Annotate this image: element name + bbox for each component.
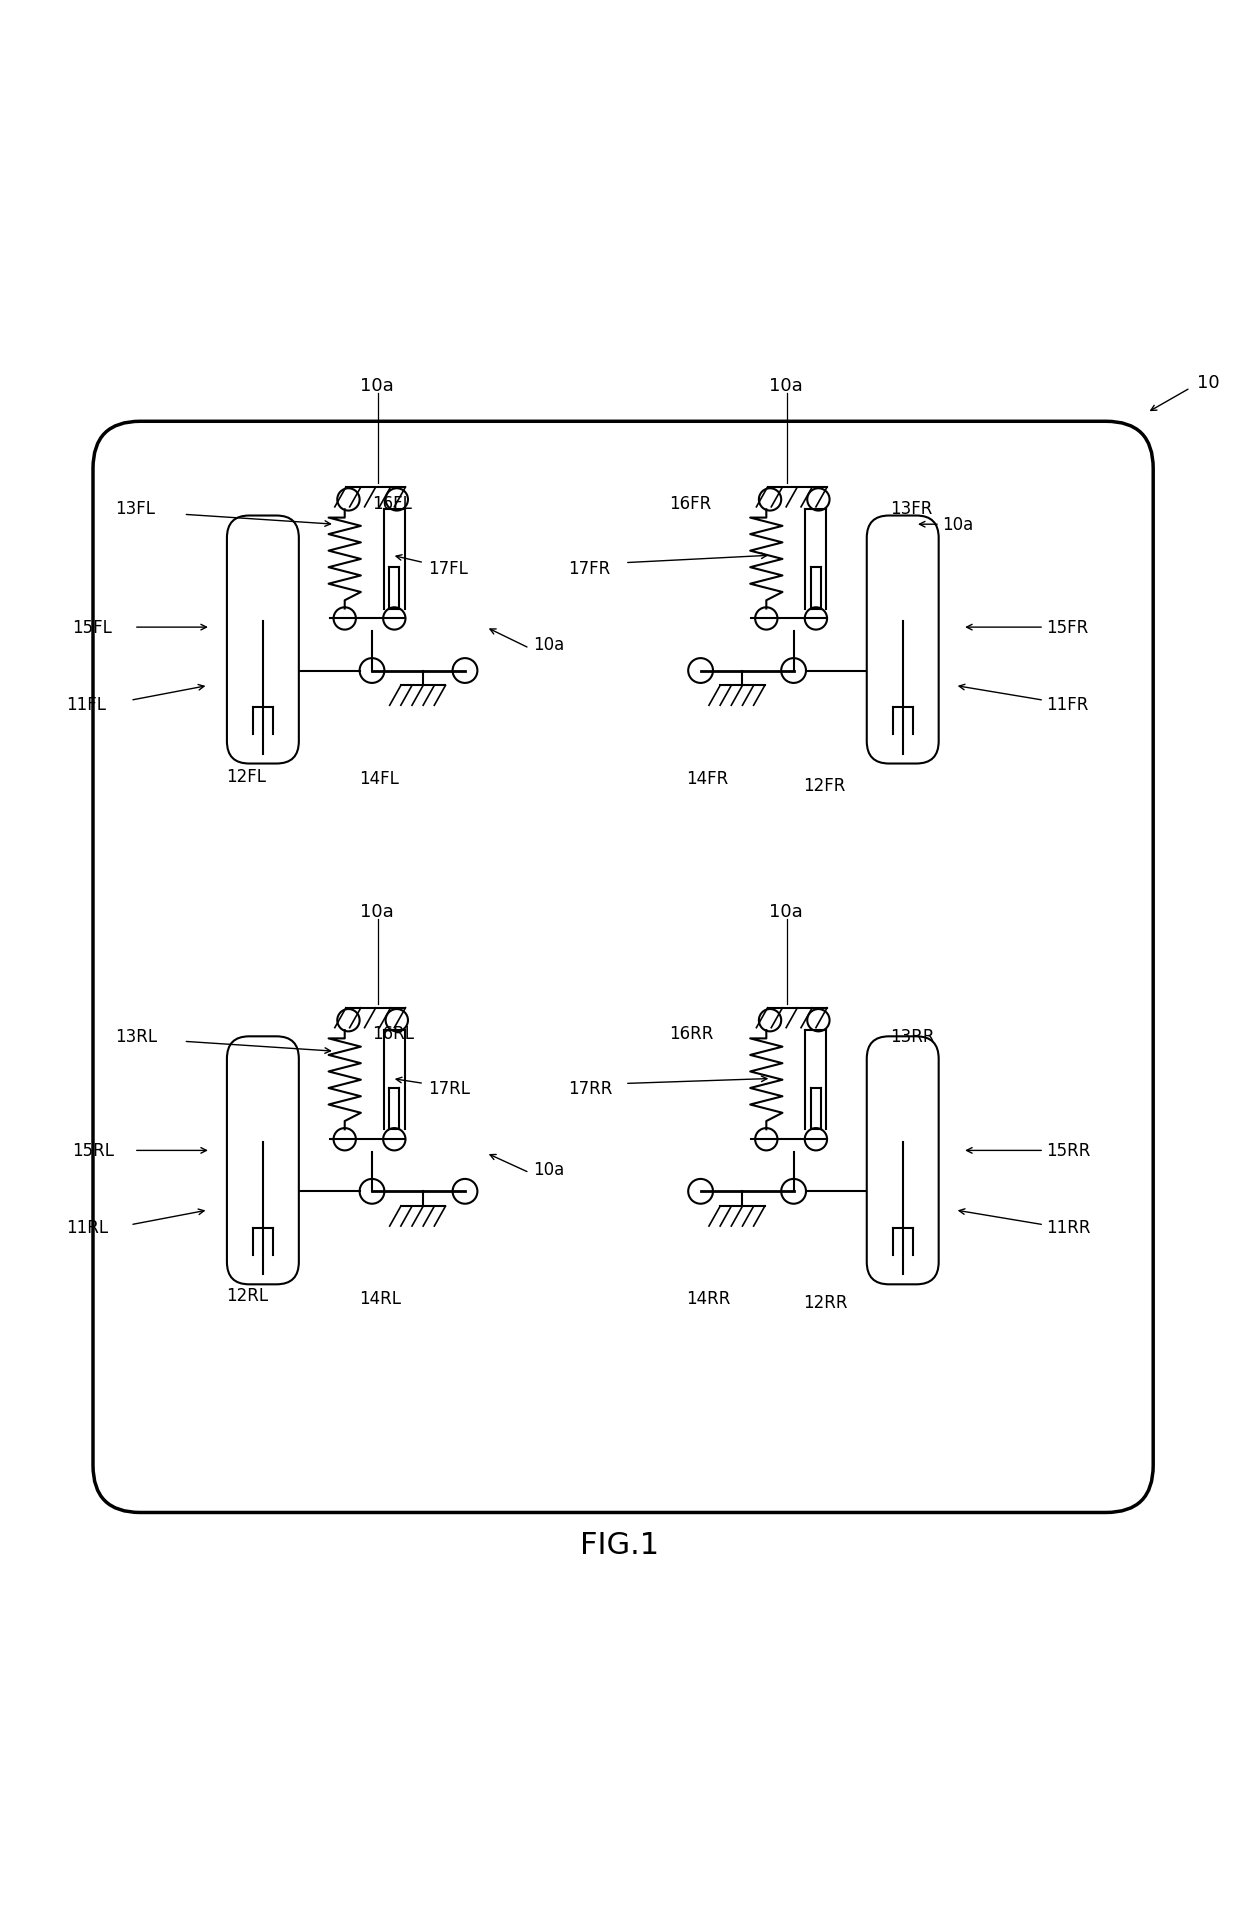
Text: 13RL: 13RL bbox=[115, 1029, 157, 1046]
Text: 14FR: 14FR bbox=[686, 770, 728, 789]
Text: 17FL: 17FL bbox=[428, 560, 467, 577]
Text: 15RR: 15RR bbox=[1047, 1141, 1091, 1160]
Text: FIG.1: FIG.1 bbox=[580, 1530, 660, 1560]
Text: 10a: 10a bbox=[942, 516, 973, 533]
Text: 11RR: 11RR bbox=[1047, 1219, 1091, 1236]
Text: 16RR: 16RR bbox=[670, 1025, 714, 1042]
Text: 15FR: 15FR bbox=[1047, 619, 1089, 636]
Text: 10a: 10a bbox=[769, 377, 802, 394]
Text: 11FR: 11FR bbox=[1047, 695, 1089, 714]
Text: 16FL: 16FL bbox=[372, 495, 412, 512]
Text: 14FL: 14FL bbox=[360, 770, 399, 789]
Text: 12FR: 12FR bbox=[804, 775, 846, 794]
Text: 17FR: 17FR bbox=[568, 560, 610, 577]
Text: 14RR: 14RR bbox=[686, 1290, 730, 1307]
Text: 15FL: 15FL bbox=[72, 619, 112, 636]
Text: 10a: 10a bbox=[533, 1160, 564, 1179]
Text: 12FL: 12FL bbox=[226, 768, 265, 785]
Text: 17RL: 17RL bbox=[428, 1080, 470, 1097]
Text: 10a: 10a bbox=[769, 903, 802, 920]
Text: 10: 10 bbox=[1197, 373, 1219, 391]
Text: 12RL: 12RL bbox=[226, 1286, 268, 1305]
Text: 14RL: 14RL bbox=[360, 1290, 402, 1307]
Text: 12RR: 12RR bbox=[804, 1293, 848, 1311]
Text: 10a: 10a bbox=[360, 903, 393, 920]
Text: 10a: 10a bbox=[533, 636, 564, 653]
Text: 17RR: 17RR bbox=[568, 1080, 613, 1097]
Text: 13FR: 13FR bbox=[890, 499, 932, 518]
Text: 11RL: 11RL bbox=[66, 1219, 108, 1236]
Text: 16FR: 16FR bbox=[670, 495, 712, 512]
Text: 11FL: 11FL bbox=[66, 695, 105, 714]
Text: 15RL: 15RL bbox=[72, 1141, 114, 1160]
Text: 13FL: 13FL bbox=[115, 499, 155, 518]
Text: 10a: 10a bbox=[360, 377, 393, 394]
Text: 16RL: 16RL bbox=[372, 1025, 414, 1042]
Text: 13RR: 13RR bbox=[890, 1029, 935, 1046]
